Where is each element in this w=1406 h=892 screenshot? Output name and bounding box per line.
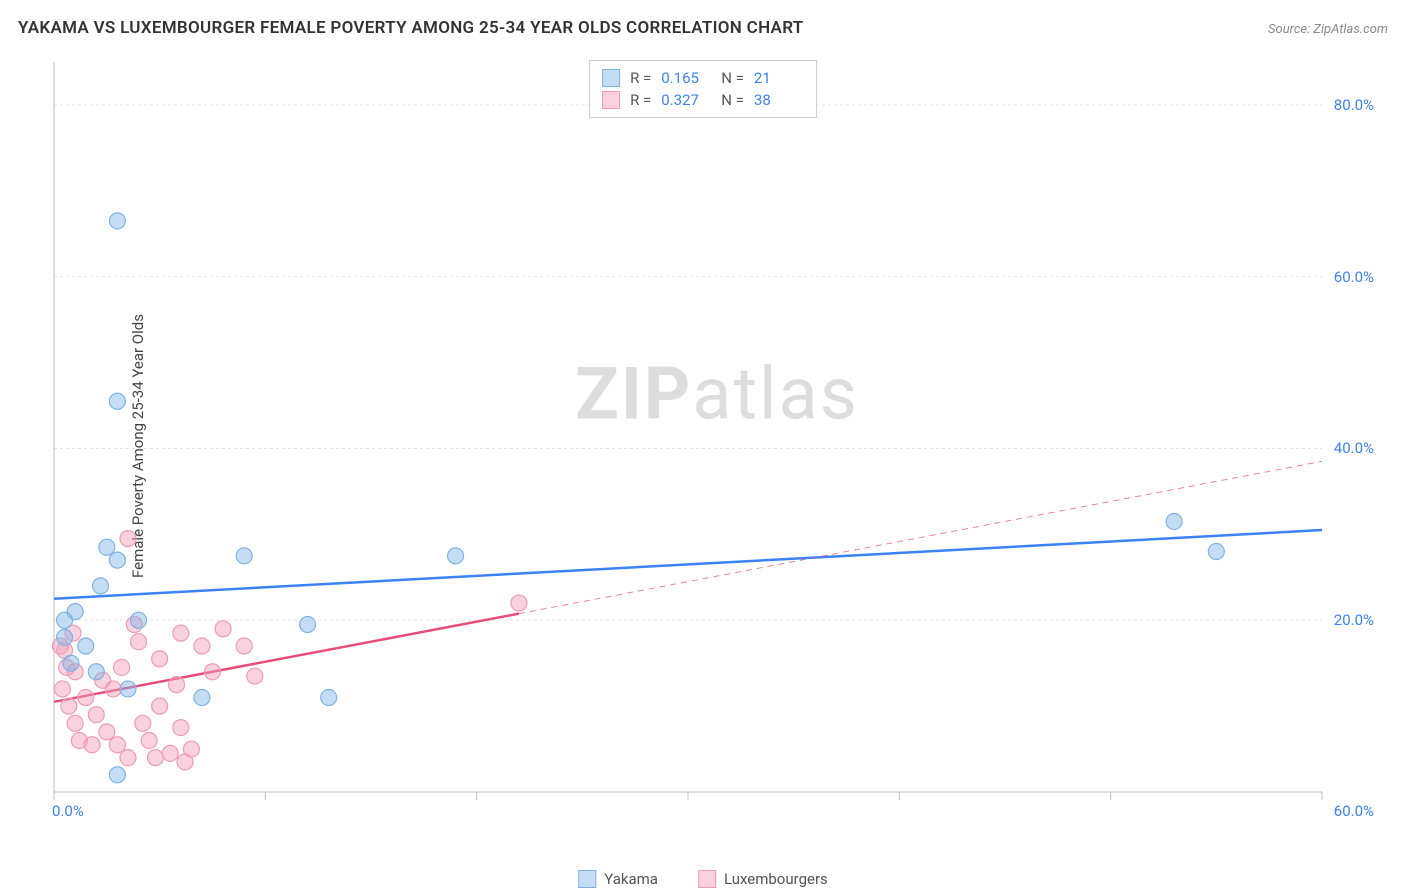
x-origin-label: 0.0%: [52, 802, 84, 820]
y-tick-label: 20.0%: [1334, 611, 1374, 629]
chart-svg: [52, 60, 1382, 820]
r-label-2: R =: [630, 91, 651, 109]
r-label: R =: [630, 69, 651, 87]
source-label: Source: ZipAtlas.com: [1268, 22, 1388, 37]
r-value-lux: 0.327: [661, 91, 711, 109]
stats-box: R = 0.165 N = 21 R = 0.327 N = 38: [589, 60, 817, 118]
stats-row-lux: R = 0.327 N = 38: [602, 89, 804, 111]
bottom-legend: Yakama Luxembourgers: [578, 870, 828, 888]
legend-swatch-lux: [698, 870, 716, 888]
swatch-yakama: [602, 69, 620, 87]
legend-item-yakama: Yakama: [578, 870, 658, 888]
legend-swatch-yakama: [578, 870, 596, 888]
x-max-label: 60.0%: [1334, 802, 1374, 820]
y-tick-label: 80.0%: [1334, 96, 1374, 114]
n-value-yakama: 21: [754, 69, 804, 87]
legend-label-yakama: Yakama: [604, 870, 658, 888]
swatch-luxembourgers: [602, 91, 620, 109]
n-label: N =: [721, 69, 744, 87]
n-value-lux: 38: [754, 91, 804, 109]
plot-area: ZIPatlas 20.0%40.0%60.0%80.0%0.0%60.0%: [52, 60, 1382, 820]
y-tick-label: 40.0%: [1334, 439, 1374, 457]
stats-row-yakama: R = 0.165 N = 21: [602, 67, 804, 89]
legend-label-lux: Luxembourgers: [724, 870, 828, 888]
chart-title: YAKAMA VS LUXEMBOURGER FEMALE POVERTY AM…: [18, 18, 804, 38]
n-label-2: N =: [721, 91, 744, 109]
legend-item-lux: Luxembourgers: [698, 870, 828, 888]
y-tick-label: 60.0%: [1334, 268, 1374, 286]
r-value-yakama: 0.165: [661, 69, 711, 87]
